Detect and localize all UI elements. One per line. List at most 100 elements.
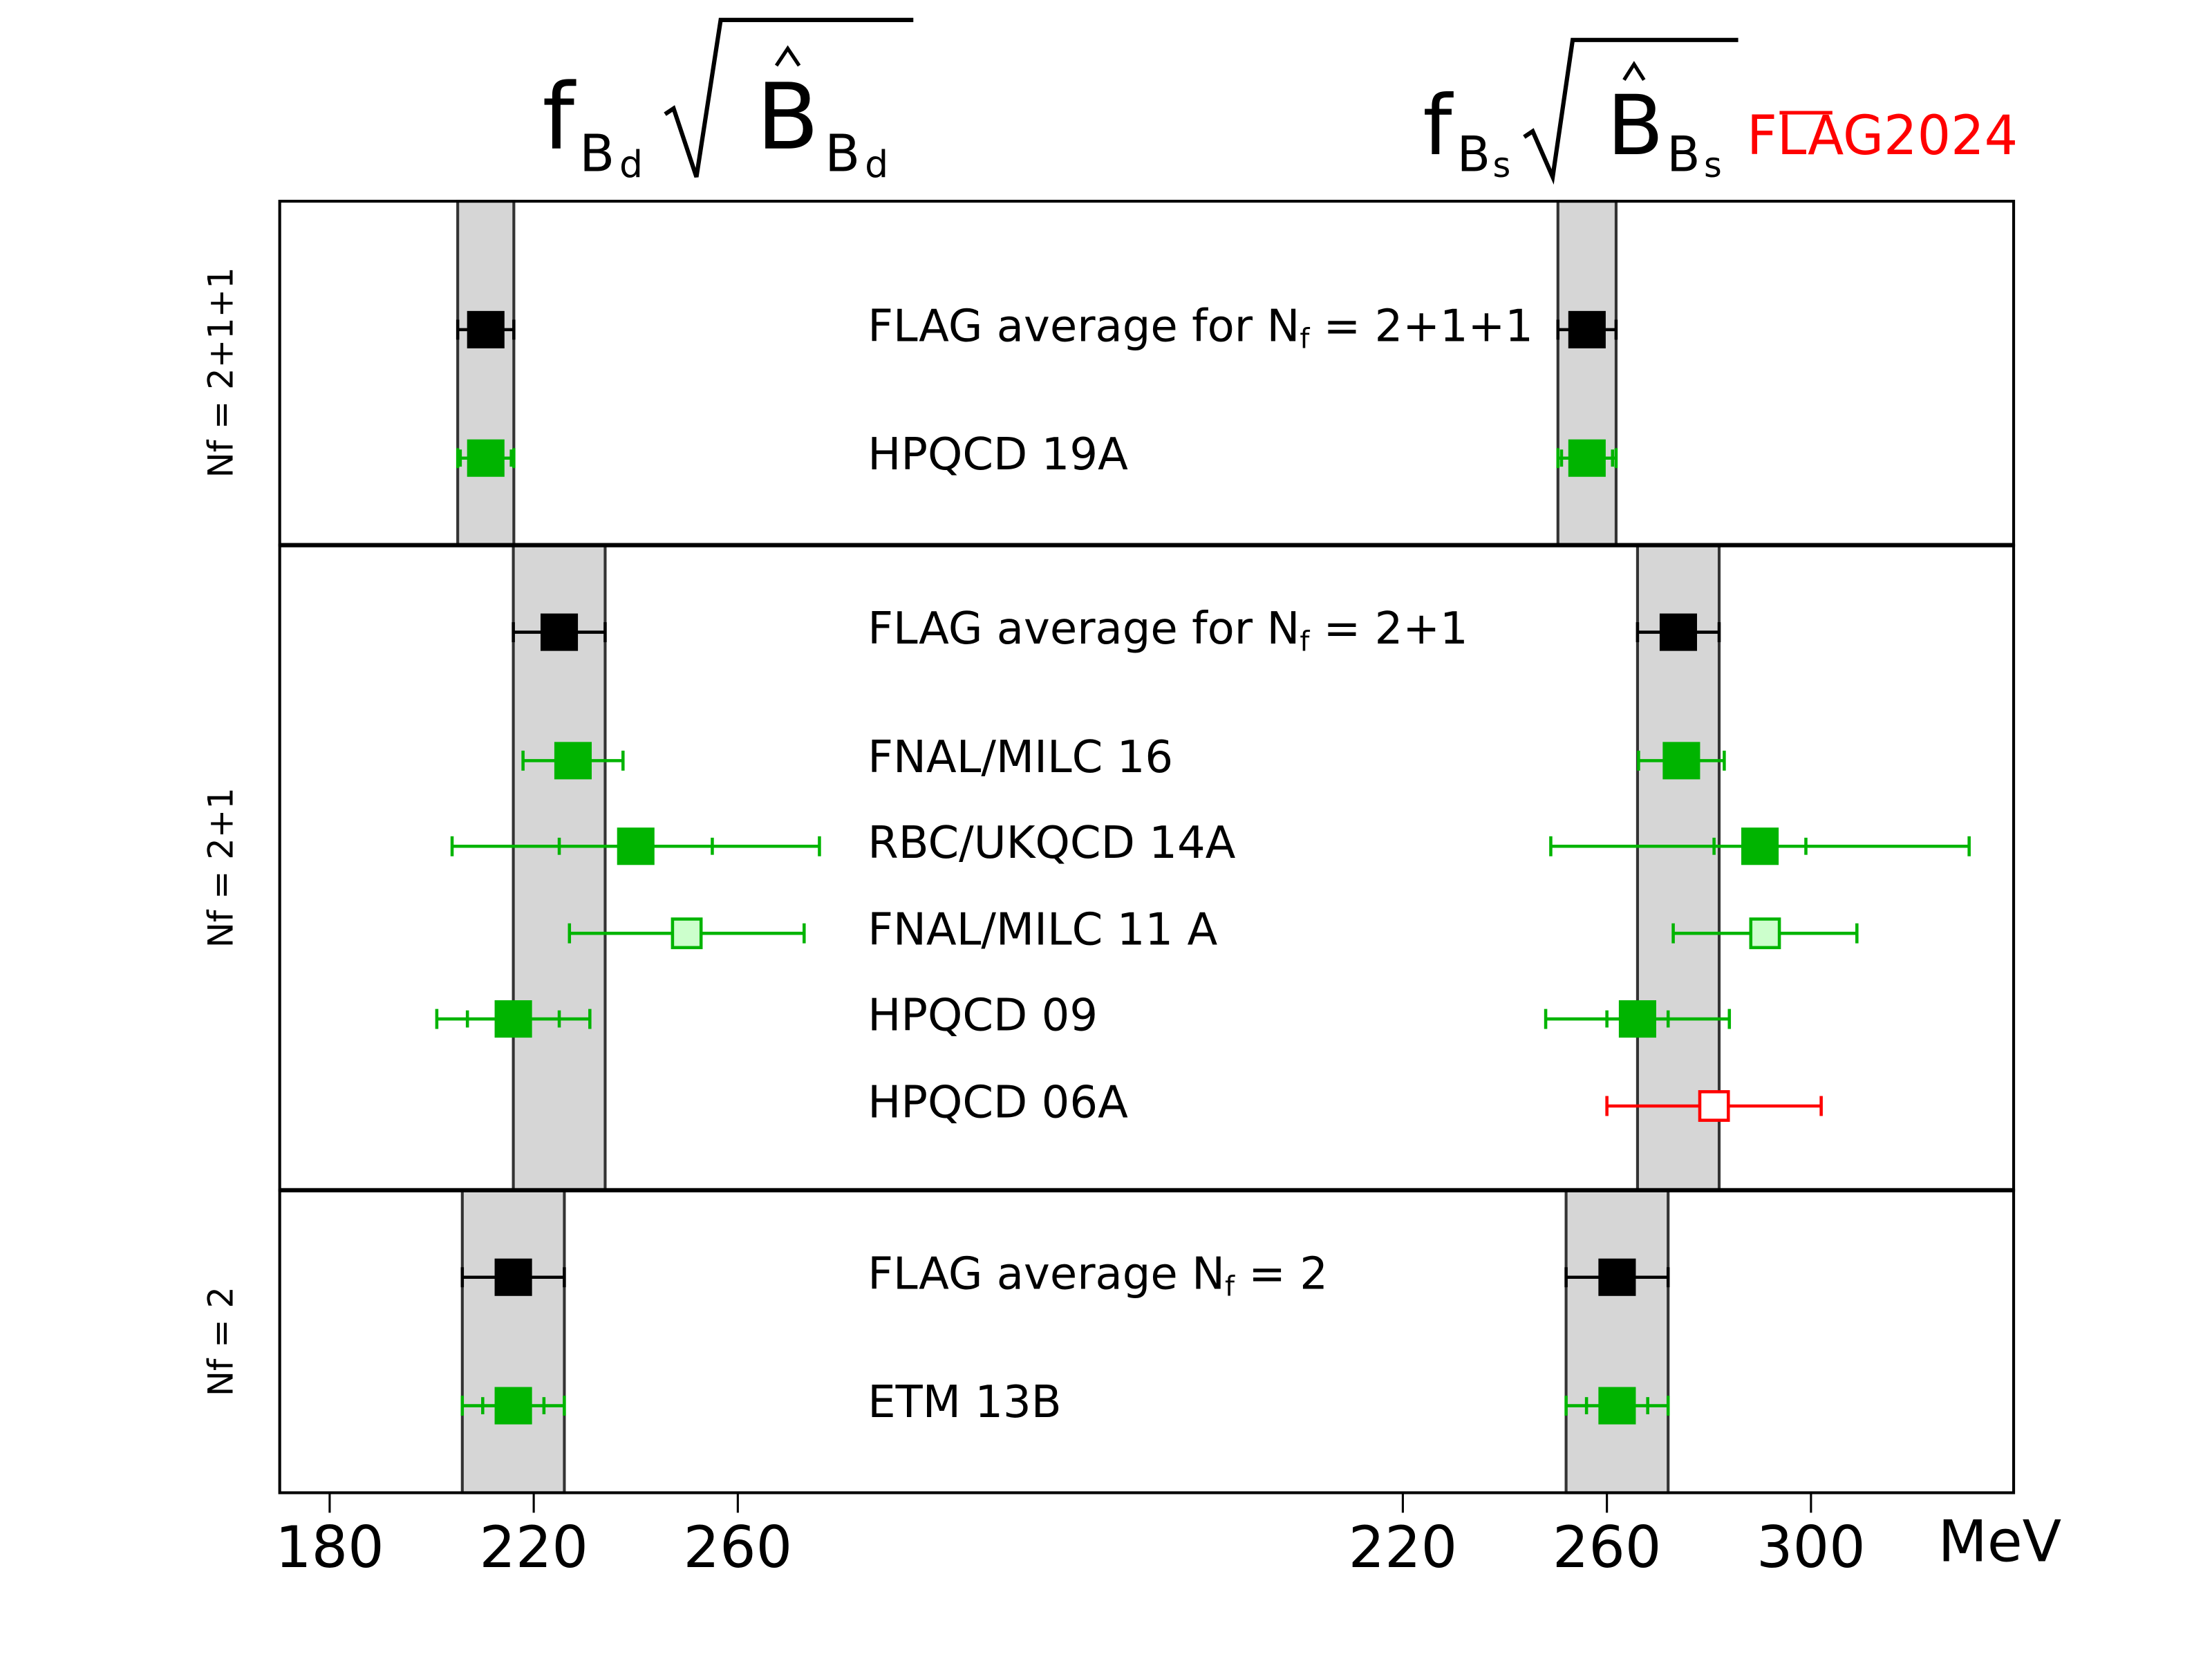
entry-label: FNAL/MILC 16 xyxy=(868,732,1173,783)
panel-frame-0 xyxy=(278,200,2016,547)
right-title-rsubsub: s xyxy=(1704,145,1722,185)
unit-label: MeV xyxy=(1938,1509,2062,1575)
entry-label-text: FLAG average for xyxy=(868,301,1266,352)
right-title-f: f xyxy=(1423,78,1454,174)
right-tick-label: 220 xyxy=(1349,1515,1458,1581)
panel-ylabel-nf-2-1-1: Nf = 2+1+1 xyxy=(201,267,241,478)
data-marker xyxy=(617,827,655,865)
left-point-hpqcd-09 xyxy=(435,1000,592,1038)
entry-label: FLAG average for Nf = 2+1 xyxy=(868,603,1468,657)
entry-label: RBC/UKQCD 14A xyxy=(868,818,1235,869)
right-title-radicand: B xyxy=(1607,78,1664,174)
data-marker xyxy=(1698,1090,1730,1122)
right-point-rbc-ukqcd-14a xyxy=(1549,827,1971,865)
right-title-subsub: s xyxy=(1492,145,1510,185)
left-point-etm-13b xyxy=(460,1387,566,1425)
left-point-fnal-milc-11-a xyxy=(568,917,806,950)
flag-logo: FLAG2024 xyxy=(1747,104,2018,167)
entry-label: ETM 13B xyxy=(868,1377,1061,1428)
plot-frame xyxy=(278,200,2016,1494)
right-tick-label: 260 xyxy=(1553,1515,1662,1581)
entry-label-n: N xyxy=(1266,301,1300,352)
left-tick-label: 220 xyxy=(479,1515,588,1581)
entry-label: FNAL/MILC 11 A xyxy=(868,905,1217,956)
entry-label-f-sub: f xyxy=(1300,324,1310,355)
panel-ylabels: Nf = 2+1+1 Nf = 2+1 Nf = 2 xyxy=(201,267,241,1396)
left-point-flag-average-nf-2 xyxy=(460,1258,566,1296)
left-point-rbc-ukqcd-14a xyxy=(450,827,821,865)
left-hat-icon xyxy=(774,45,801,67)
entry-label-text: FLAG average xyxy=(868,1248,1192,1300)
entry-label-n: N xyxy=(1192,1248,1225,1300)
entry-label-value: = 2+1+1 xyxy=(1309,301,1533,352)
data-marker xyxy=(467,310,505,348)
data-marks xyxy=(435,310,1971,1425)
data-marker xyxy=(1598,1258,1636,1296)
panel-ylabel-nf-2: Nf = 2 xyxy=(201,1286,241,1396)
right-title-sub: B xyxy=(1457,126,1490,183)
left-band-2 xyxy=(460,1188,566,1494)
entry-label: HPQCD 19A xyxy=(868,429,1128,480)
left-title: f B d B B d xyxy=(543,17,914,186)
left-title-f: f xyxy=(543,64,577,171)
right-title: f B s B B s xyxy=(1423,37,1738,185)
data-marker xyxy=(467,439,505,477)
right-band-1 xyxy=(1635,543,1721,1192)
data-marker xyxy=(1741,827,1779,865)
left-title-rsub: B xyxy=(825,124,860,184)
right-point-fnal-milc-16 xyxy=(1637,742,1726,780)
left-title-subsub: d xyxy=(619,142,643,186)
right-point-flag-average-for-nf-2-1 xyxy=(1635,613,1721,651)
right-hat-icon xyxy=(1622,61,1646,81)
left-sqrt-icon xyxy=(664,17,914,178)
entry-label-f-sub: f xyxy=(1225,1271,1235,1303)
data-marker xyxy=(494,1387,532,1425)
left-tick-label: 260 xyxy=(684,1515,793,1581)
x-axis: 180 220 260 220 260 300 xyxy=(275,1492,1866,1581)
entry-label-text: FLAG average for xyxy=(868,603,1266,655)
right-tick-label: 300 xyxy=(1756,1515,1866,1581)
right-point-etm-13b xyxy=(1564,1387,1670,1425)
right-point-hpqcd-19a xyxy=(1556,439,1618,477)
data-marker xyxy=(554,742,592,780)
data-marker xyxy=(1598,1387,1636,1425)
data-marker xyxy=(1659,613,1698,651)
data-marker xyxy=(671,917,703,950)
left-point-flag-average-for-nf-2-1 xyxy=(512,613,607,651)
right-point-hpqcd-09 xyxy=(1544,1000,1732,1038)
entry-label: HPQCD 09 xyxy=(868,991,1098,1042)
data-marker xyxy=(494,1258,532,1296)
data-marker xyxy=(1568,310,1606,348)
data-marker xyxy=(1749,917,1781,950)
panel-ylabel-nf-2-1: Nf = 2+1 xyxy=(201,787,241,948)
data-marker xyxy=(1662,742,1700,780)
left-title-sub: B xyxy=(579,124,615,184)
data-marker xyxy=(1618,1000,1656,1038)
left-band-0 xyxy=(456,200,516,547)
entry-labels: FLAG average for Nf = 2+1+1 HPQCD 19A FLAG… xyxy=(868,301,1533,1428)
left-tick-label: 180 xyxy=(275,1515,384,1581)
entry-label-value: = 2 xyxy=(1235,1248,1328,1300)
left-point-flag-average-for-nf-2-1-1 xyxy=(456,310,516,348)
entry-label-value: = 2+1 xyxy=(1309,603,1468,655)
left-title-rsubsub: d xyxy=(865,142,888,186)
entry-label-n: N xyxy=(1266,603,1300,655)
entry-label: FLAG average Nf = 2 xyxy=(868,1248,1328,1302)
data-marker xyxy=(494,1000,532,1038)
data-marker xyxy=(1568,439,1606,477)
right-point-flag-average-for-nf-2-1-1 xyxy=(1556,310,1618,348)
left-point-fnal-milc-16 xyxy=(521,742,625,780)
entry-label: FLAG average for Nf = 2+1+1 xyxy=(868,301,1533,355)
right-point-hpqcd-06a xyxy=(1605,1090,1823,1122)
entry-label: HPQCD 06A xyxy=(868,1078,1128,1129)
right-band-2 xyxy=(1564,1188,1670,1494)
left-point-hpqcd-19a xyxy=(456,439,516,477)
entry-label-f-sub: f xyxy=(1300,626,1310,657)
right-point-flag-average-nf-2 xyxy=(1564,1258,1670,1296)
right-band-0 xyxy=(1556,200,1618,547)
left-title-radicand: B xyxy=(756,64,819,171)
right-point-fnal-milc-11-a xyxy=(1671,917,1859,950)
data-marker xyxy=(540,613,579,651)
right-title-rsub: B xyxy=(1667,126,1700,183)
